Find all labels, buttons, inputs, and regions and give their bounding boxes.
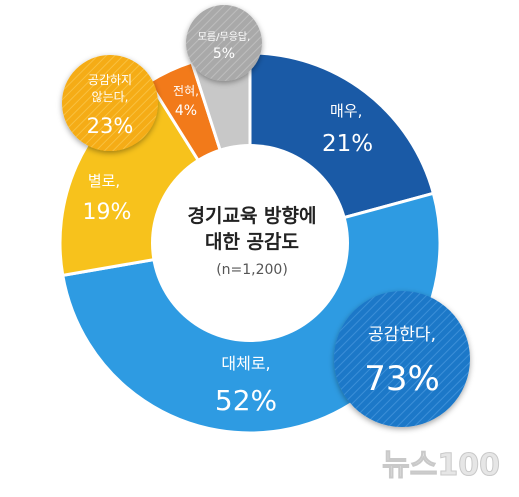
slice-label-mostly-agree: 대체로, — [221, 354, 270, 373]
slice-label-not-much: 별로, — [88, 172, 120, 190]
slice-value-not-much: 19% — [83, 200, 132, 225]
group-label-agree: 공감한다, — [368, 325, 436, 345]
slice-label-not-at-all: 전혀, — [173, 84, 199, 98]
watermark-logo: 뉴스100 — [382, 448, 500, 483]
slice-label-very-agree: 매우, — [330, 102, 362, 120]
slice-label-dont-know: 모름/무응답, — [198, 31, 251, 43]
slice-value-not-at-all: 4% — [175, 103, 197, 119]
slice-value-very-agree: 21% — [322, 131, 373, 157]
slice-value-dont-know: 5% — [213, 46, 235, 62]
dont-know-bubble — [186, 5, 262, 81]
donut-hole — [151, 144, 349, 342]
chart-title: 경기교육 방향에 — [188, 205, 317, 227]
group-label-disagree-line2: 않는다, — [92, 90, 129, 104]
group-value-disagree: 23% — [87, 114, 134, 138]
chart-subtitle: (n=1,200) — [216, 262, 288, 278]
disagree-bubble — [62, 55, 158, 151]
slice-value-mostly-agree: 52% — [215, 384, 277, 417]
chart-title-line2: 대한 공감도 — [205, 231, 299, 253]
agree-bubble — [334, 291, 470, 427]
group-label-disagree-line1: 공감하지 — [88, 73, 132, 87]
group-value-agree: 73% — [364, 359, 440, 399]
